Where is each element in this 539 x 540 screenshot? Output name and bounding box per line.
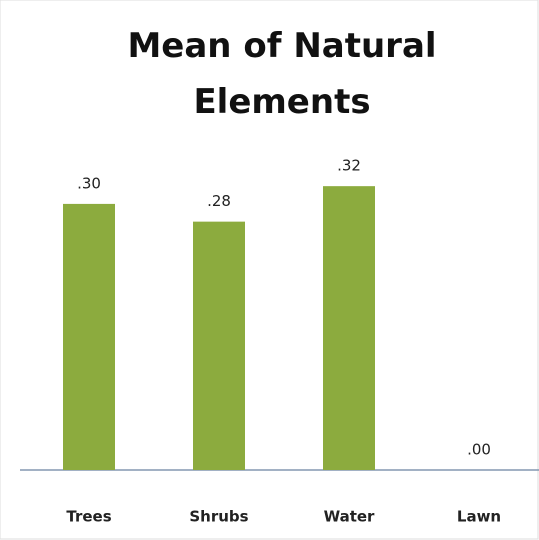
x-tick-label: Lawn — [457, 508, 501, 526]
bar — [323, 186, 375, 470]
x-tick-label: Water — [324, 508, 375, 526]
bar — [63, 203, 115, 470]
value-label: .00 — [467, 441, 491, 459]
bar — [193, 221, 245, 470]
value-label: .32 — [337, 157, 361, 175]
chart-title: Mean of Natural Elements — [127, 26, 437, 122]
x-tick-label: Trees — [66, 508, 111, 526]
value-label: .28 — [207, 192, 231, 210]
x-tick-label: Shrubs — [189, 508, 248, 526]
value-label: .30 — [77, 174, 101, 192]
